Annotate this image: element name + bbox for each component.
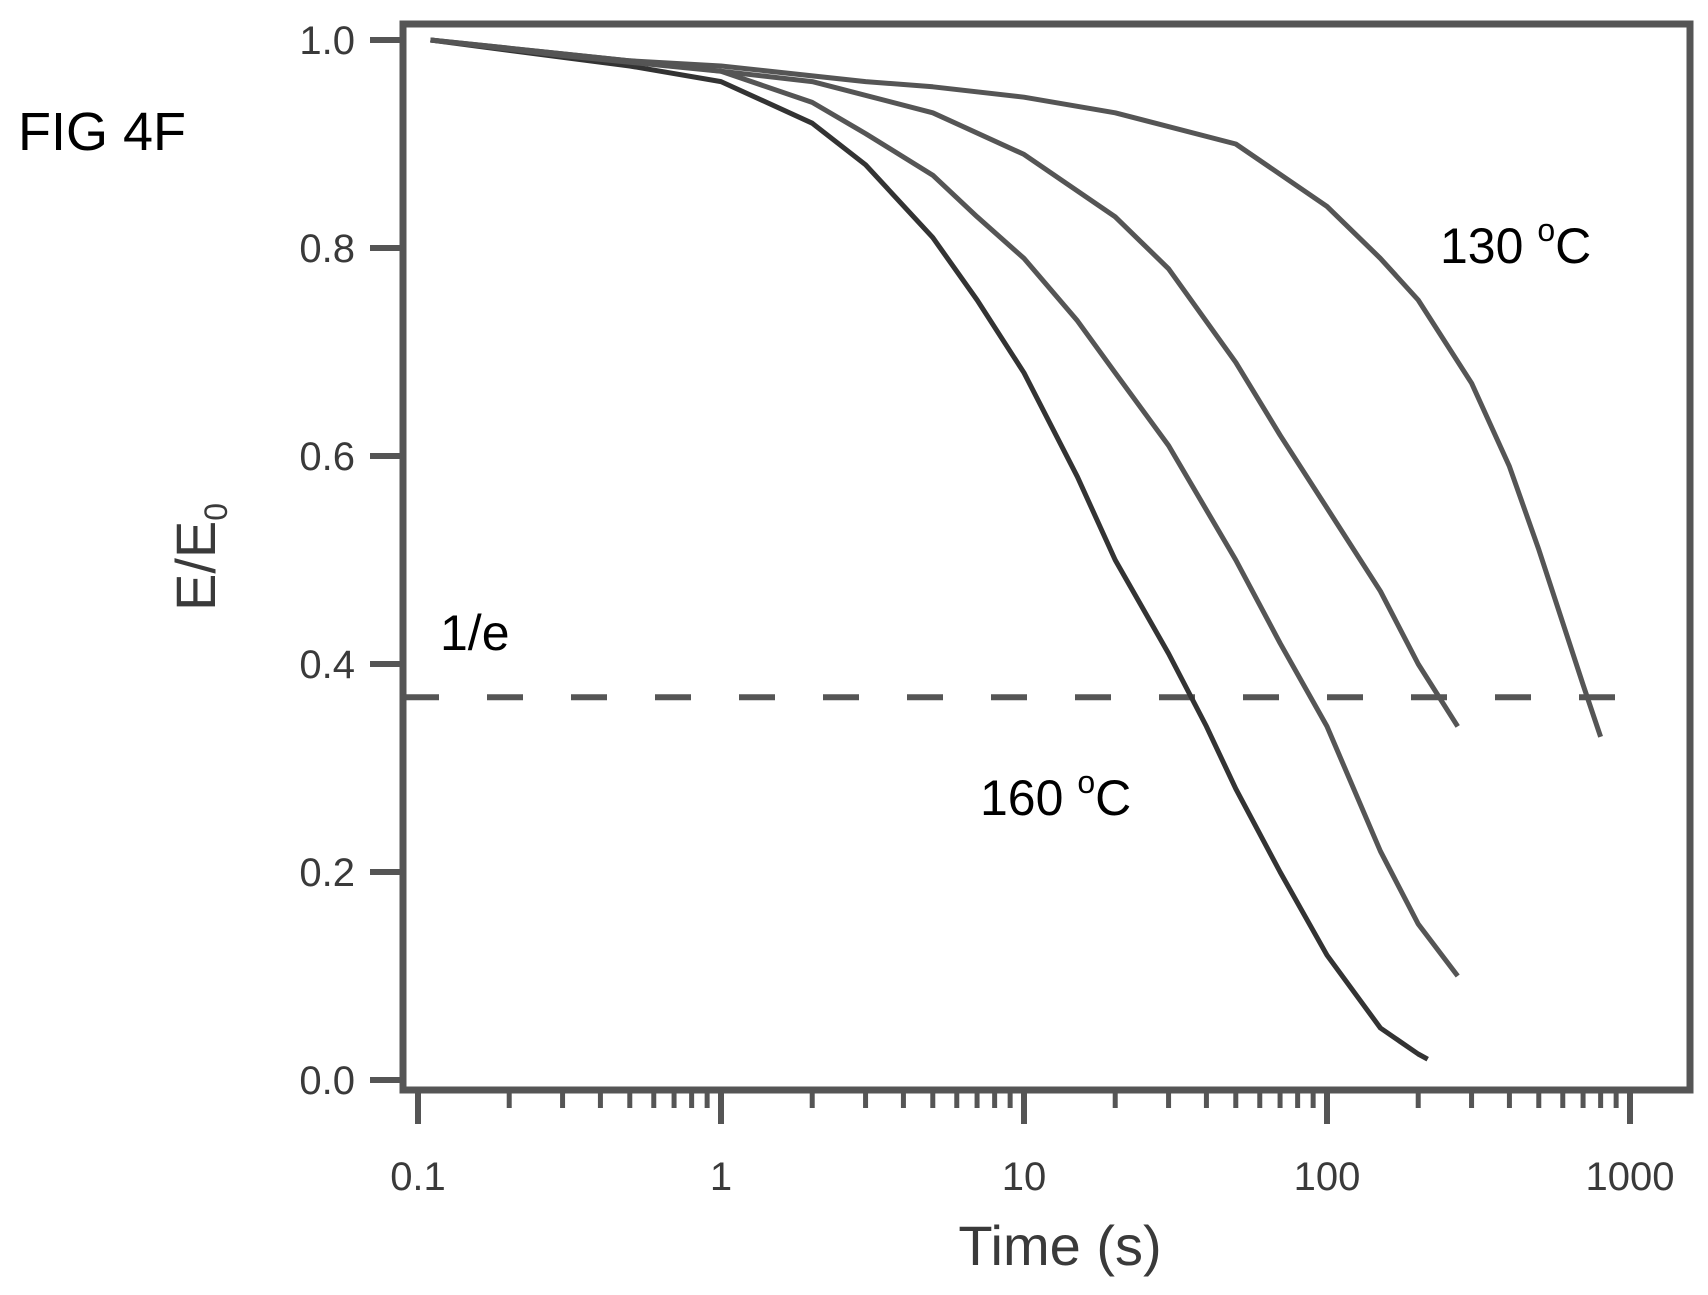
- y-tick-label: 0.6: [299, 435, 355, 479]
- x-tick-label: 1000: [1586, 1155, 1675, 1199]
- annotation-130c-degree: o: [1537, 212, 1555, 248]
- plot-area: 0.0 0.2 0.4 0.6 0.8 1.0 0.1 1 10 100 1000: [299, 19, 1694, 1199]
- series-curve-4: [430, 37, 1603, 738]
- annotation-160c: 160 oC: [980, 764, 1131, 826]
- series-curve-3: [430, 37, 1460, 728]
- annotation-160c-unit: C: [1095, 770, 1131, 826]
- curves: [430, 37, 1603, 1062]
- y-axis-title-main: E/E: [164, 521, 227, 611]
- plot-frame: [399, 20, 1694, 1094]
- y-tick-label: 0.8: [299, 227, 355, 271]
- x-tick-label: 10: [1002, 1155, 1047, 1199]
- y-axis-title: E/E0: [164, 503, 234, 611]
- annotation-130c-value: 130: [1440, 218, 1537, 274]
- y-tick-label: 0.2: [299, 851, 355, 895]
- figure-label: FIG 4F: [18, 102, 186, 162]
- annotation-160c-degree: o: [1077, 764, 1095, 800]
- reference-line-label: 1/e: [440, 605, 510, 661]
- y-axis-ticks: 0.0 0.2 0.4 0.6 0.8 1.0: [299, 19, 403, 1103]
- annotation-130c-unit: C: [1555, 218, 1591, 274]
- series-curve-2: [430, 37, 1460, 978]
- y-tick-label: 0.4: [299, 643, 355, 687]
- x-axis-title: Time (s): [958, 1214, 1161, 1277]
- y-axis-title-subscript: 0: [198, 503, 234, 521]
- y-tick-label: 1.0: [299, 19, 355, 63]
- y-tick-label: 0.0: [299, 1059, 355, 1103]
- x-axis-ticks: 0.1 1 10 100 1000: [390, 1090, 1674, 1199]
- x-tick-label: 100: [1294, 1155, 1361, 1199]
- x-tick-label: 1: [710, 1155, 732, 1199]
- annotation-130c: 130 oC: [1440, 212, 1591, 274]
- series-curve-1: [430, 37, 1429, 1062]
- annotation-160c-value: 160: [980, 770, 1077, 826]
- x-tick-label: 0.1: [390, 1155, 446, 1199]
